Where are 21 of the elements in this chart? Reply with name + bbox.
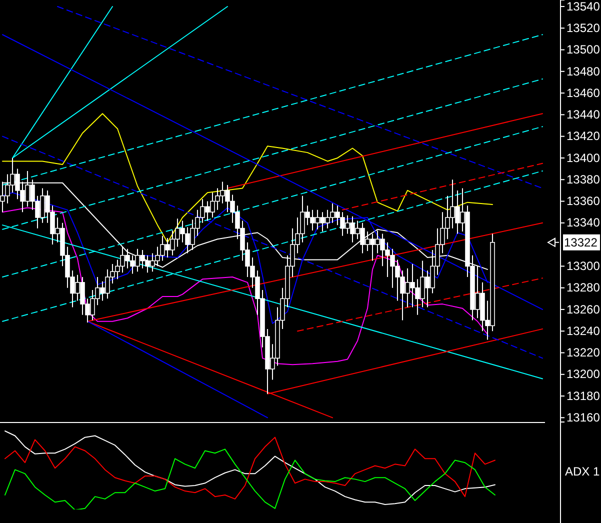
- y-tick-label: 13360: [566, 194, 600, 208]
- y-tick-label: 13340: [566, 216, 600, 230]
- y-tick-label: 13520: [566, 20, 600, 35]
- y-tick-label: 13400: [566, 150, 600, 165]
- y-tick-label: 13460: [566, 86, 600, 100]
- y-tick-label: 13480: [566, 64, 600, 78]
- y-tick-label: 13220: [566, 346, 600, 360]
- y-tick-label: 13300: [566, 259, 600, 274]
- y-tick-label: 13500: [566, 42, 600, 57]
- y-tick-label: 13180: [566, 388, 600, 403]
- y-tick-label: 13420: [566, 129, 600, 144]
- y-axis-title: ADX 1: [565, 464, 600, 478]
- y-tick-label: 13200: [566, 367, 600, 382]
- y-tick-label: 13160: [566, 410, 600, 425]
- text: 13322: [564, 235, 598, 250]
- y-tick-label: 13240: [566, 324, 600, 338]
- y-tick-label: 13540: [566, 0, 600, 14]
- y-tick-label: 13380: [566, 172, 600, 186]
- y-tick-label: 13440: [566, 108, 600, 122]
- y-tick-label: 13260: [566, 302, 600, 316]
- y-tick-label: 13280: [566, 280, 600, 295]
